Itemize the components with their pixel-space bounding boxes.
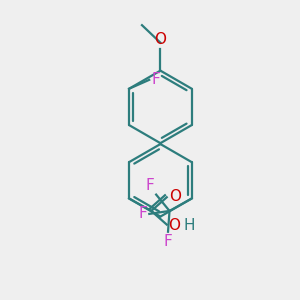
Text: O: O bbox=[154, 32, 166, 46]
Text: F: F bbox=[152, 72, 160, 87]
Text: H: H bbox=[183, 218, 195, 233]
Text: O: O bbox=[169, 218, 181, 233]
Text: O: O bbox=[169, 189, 181, 204]
Text: F: F bbox=[164, 234, 172, 249]
Text: F: F bbox=[146, 178, 154, 193]
Text: F: F bbox=[139, 206, 148, 221]
